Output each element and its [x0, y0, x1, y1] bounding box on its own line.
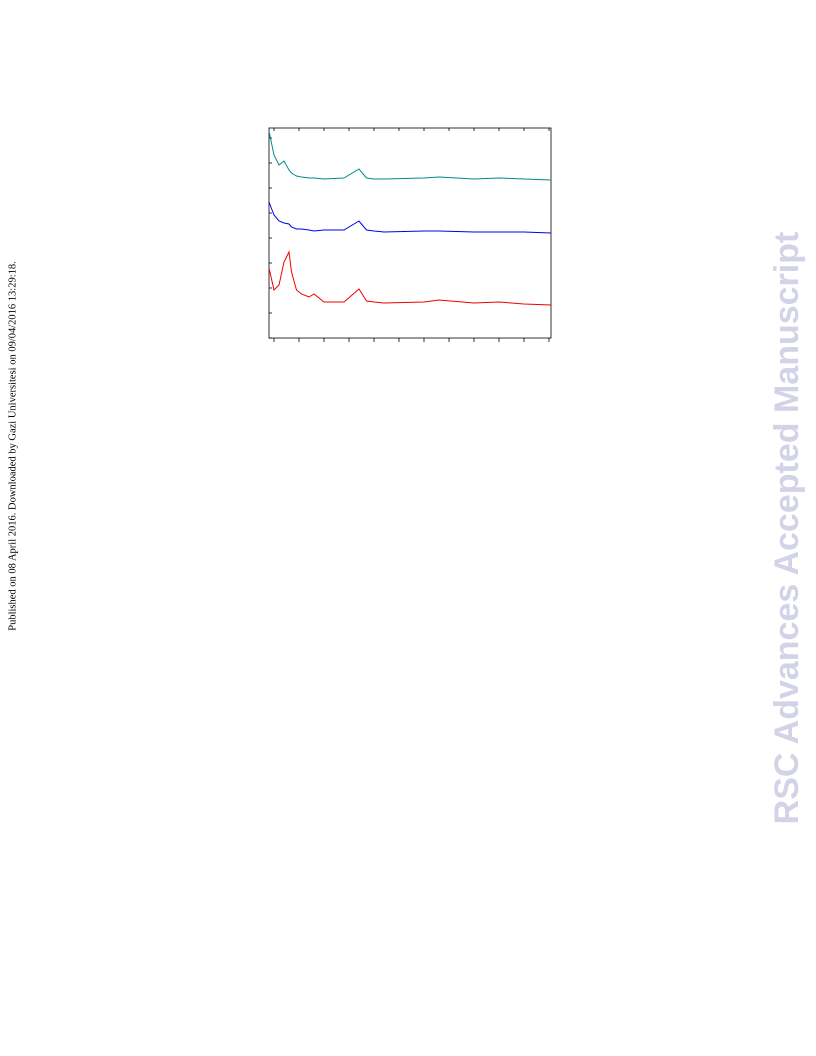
watermark: RSC Advances Accepted Manuscript	[768, 232, 806, 825]
download-note: Published on 08 April 2016. Downloaded b…	[7, 261, 18, 631]
data-line	[268, 250, 552, 306]
data-line	[268, 130, 552, 181]
plot-frame	[268, 127, 552, 339]
data-line	[268, 201, 552, 234]
